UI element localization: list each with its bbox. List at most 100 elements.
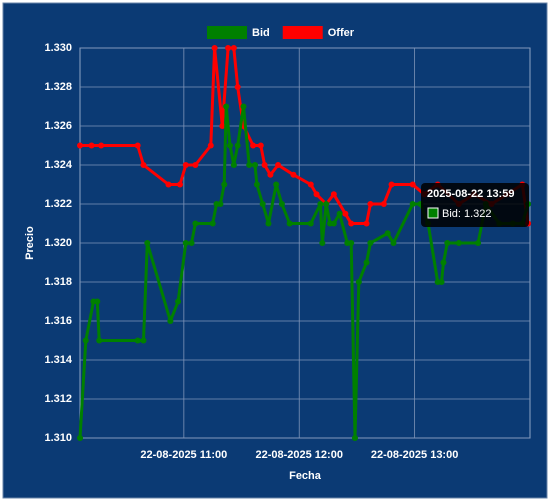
y-tick-label: 1.310 [44,432,72,444]
y-tick-label: 1.320 [44,237,72,249]
data-point [390,240,397,246]
data-point [384,230,391,237]
x-tick-label: 22-08-2025 11:00 [140,449,227,461]
legend-label: Offer [328,27,355,39]
data-point [234,84,241,90]
data-point [182,240,189,246]
data-point [313,191,320,198]
data-point [240,103,247,110]
data-point [307,220,314,227]
data-point [307,181,314,188]
data-point [336,210,343,217]
data-point [273,181,280,188]
data-point [342,210,349,217]
data-point [352,435,358,441]
data-point [221,181,228,188]
data-point [211,45,218,51]
data-point [207,142,214,149]
y-tick-label: 1.322 [44,198,72,210]
legend-swatch [282,26,323,39]
y-tick-label: 1.318 [44,276,72,288]
data-point [234,142,241,149]
data-point [257,142,264,149]
data-point [219,123,226,129]
data-point [144,240,151,246]
data-point [444,240,451,246]
data-point [267,171,274,178]
data-point [367,240,374,246]
data-point [182,162,189,168]
data-point [223,103,230,110]
data-point [380,201,387,207]
data-point [438,279,445,285]
tooltip-title: 2025-08-22 13:59 [427,188,514,200]
data-point [134,142,141,149]
y-tick-label: 1.312 [44,393,72,405]
data-point [167,318,174,324]
data-point [348,220,355,227]
data-point [140,337,147,344]
data-point [278,201,285,207]
tooltip: 2025-08-22 13:59 Bid: 1.322 [421,183,529,227]
data-point [286,220,293,227]
x-tick-label: 22-08-2025 13:00 [371,449,458,461]
legend-label: Bid [252,27,270,39]
data-point [192,162,199,168]
data-point [88,142,95,149]
data-point [261,162,268,168]
tooltip-swatch [427,207,439,219]
data-point [77,435,83,441]
data-point [323,201,330,207]
data-point [225,45,232,51]
y-tick-label: 1.316 [44,315,72,327]
data-point [367,201,374,207]
data-point [217,201,224,207]
data-point [363,259,370,266]
x-axis-title: Fecha [289,470,322,482]
data-point [250,142,257,149]
data-point [440,259,447,266]
y-tick-label: 1.326 [44,120,72,132]
y-tick-label: 1.330 [44,42,72,54]
data-point [209,220,216,227]
data-point [82,337,89,344]
data-point [319,240,326,246]
data-point [330,220,337,227]
tooltip-label: Bid: 1.322 [442,208,492,220]
data-point [455,240,462,246]
data-point [363,220,370,227]
data-point [96,337,103,344]
data-point [165,181,172,188]
data-point [227,142,233,149]
data-point [140,162,147,168]
y-tick-label: 1.328 [44,81,72,93]
data-point [409,181,416,188]
data-point [252,162,258,168]
data-point [177,181,183,188]
data-point [77,142,83,149]
data-point [175,298,182,305]
data-point [246,162,253,168]
y-axis-title: Precio [24,226,36,260]
data-point [265,220,272,227]
data-point [230,162,237,168]
data-point [388,181,395,188]
data-point [317,201,324,207]
tooltip-box [421,183,529,227]
data-point [94,298,101,305]
data-point [355,279,362,285]
data-point [348,240,355,246]
data-point [409,201,416,207]
data-point [192,220,199,227]
data-point [134,337,141,344]
x-tick-label: 22-08-2025 12:00 [255,449,342,461]
legend-swatch [207,26,247,39]
data-point [475,240,482,246]
data-point [330,191,337,198]
data-point [259,201,266,207]
data-point [253,181,260,188]
y-tick-label: 1.324 [44,159,72,171]
data-point [188,240,195,246]
